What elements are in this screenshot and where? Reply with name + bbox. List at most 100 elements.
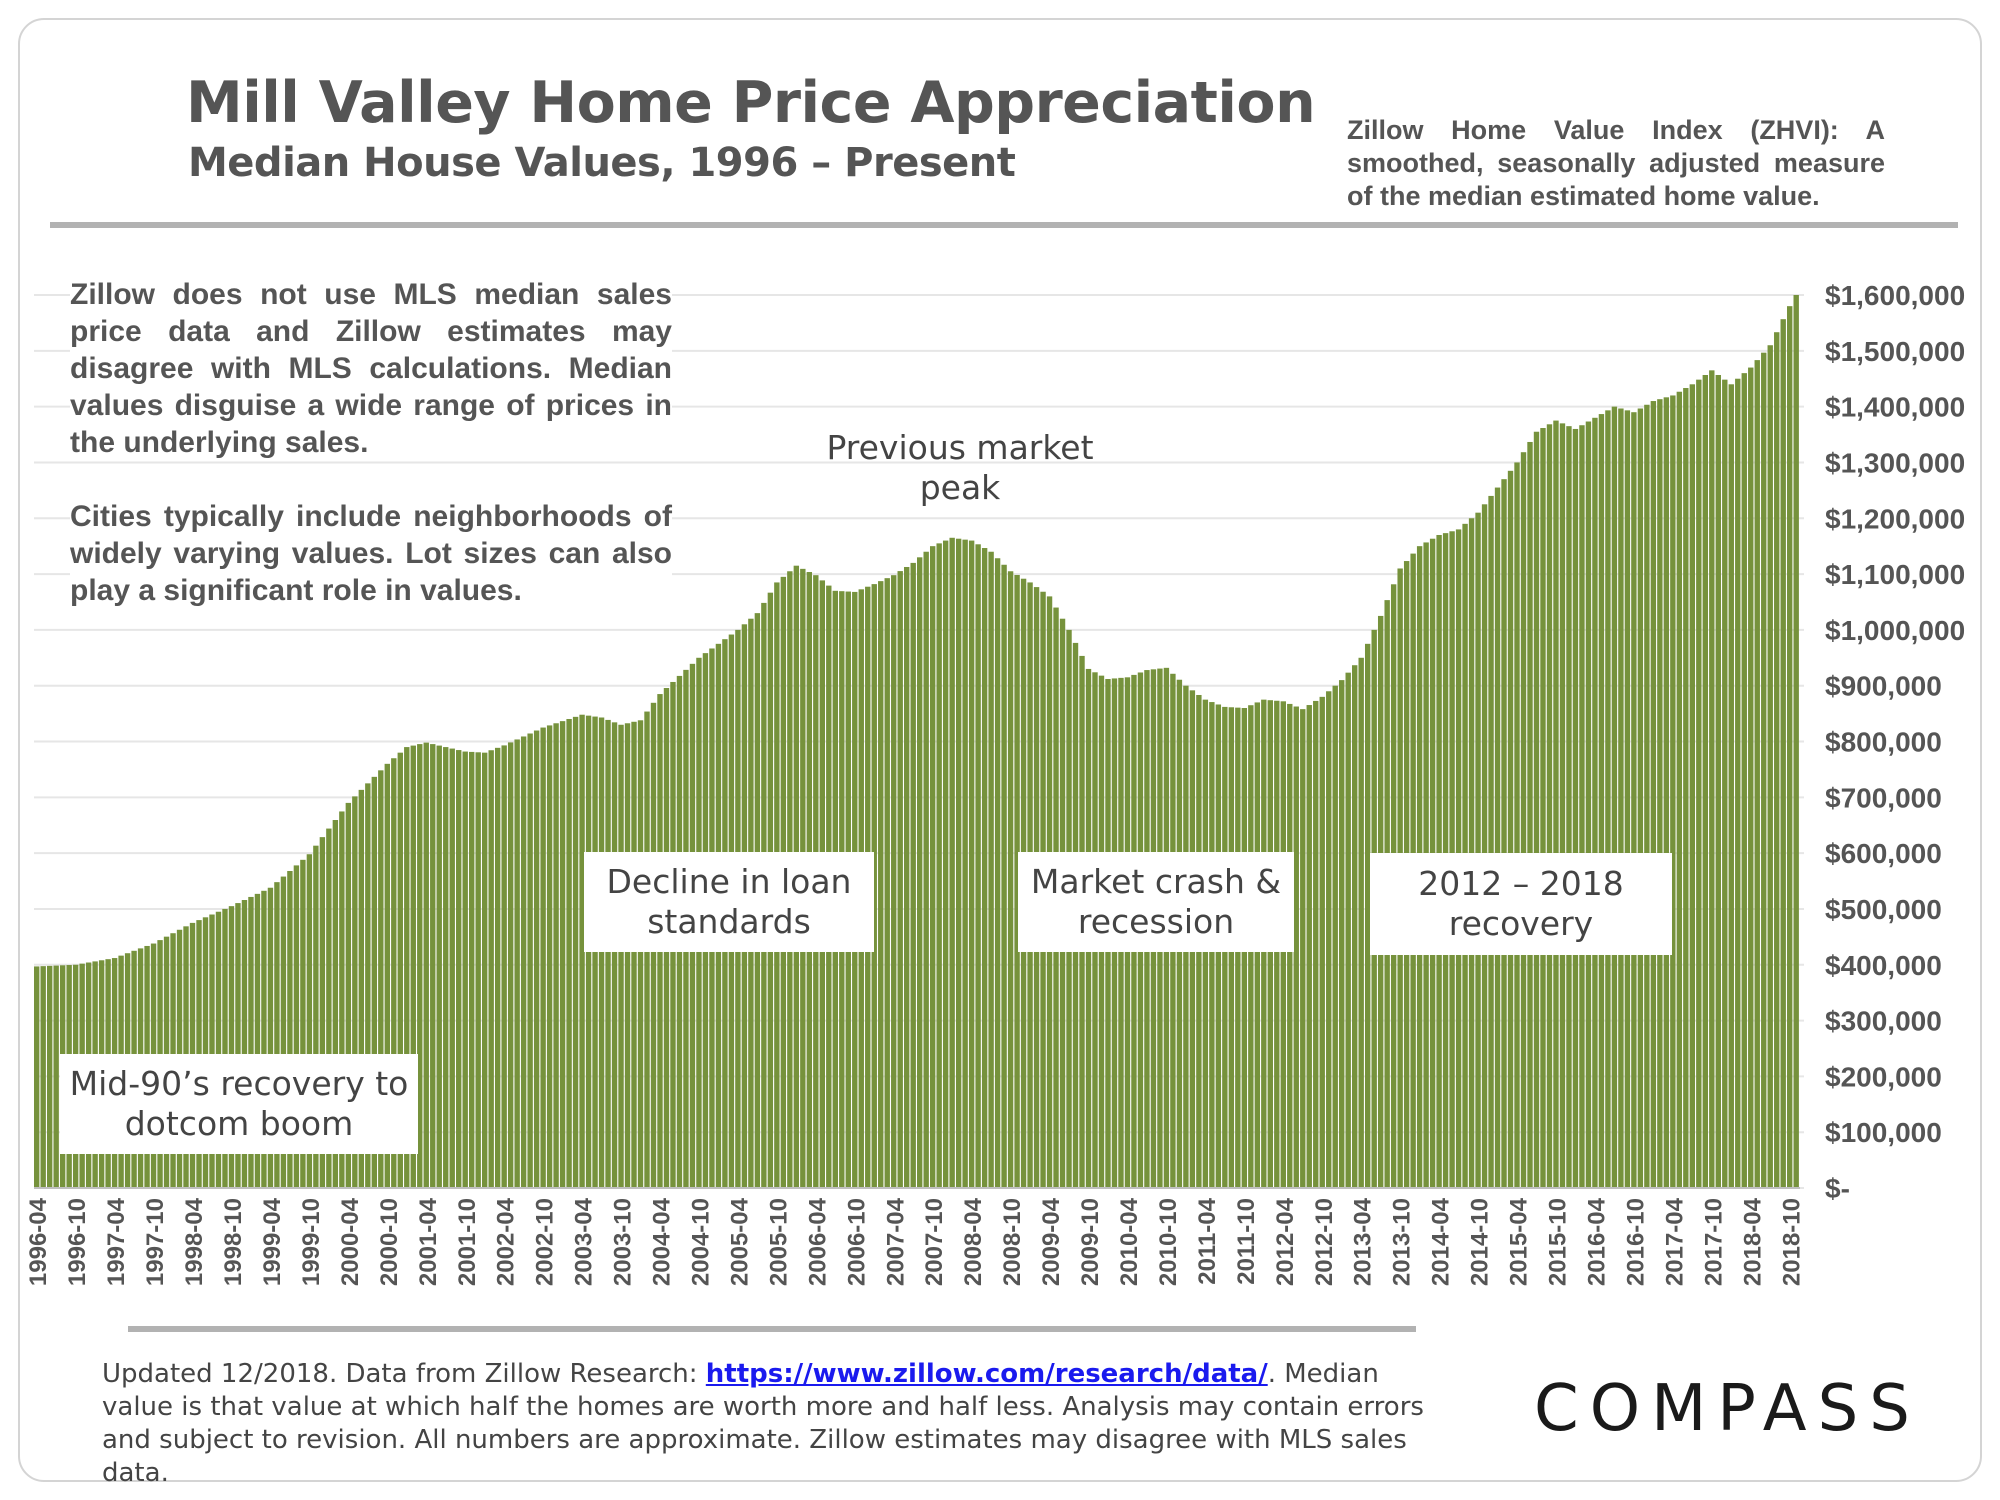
bar — [1300, 709, 1306, 1188]
bar — [1358, 657, 1364, 1188]
bar — [365, 783, 371, 1188]
bar — [339, 811, 345, 1188]
x-tick-label: 1999-04 — [259, 1197, 286, 1286]
bar — [942, 540, 949, 1188]
bar — [1585, 421, 1592, 1188]
callout-recovery: 2012 – 2018 recovery — [1370, 853, 1672, 955]
bar — [306, 854, 313, 1188]
x-tick-label: 2016-10 — [1622, 1198, 1649, 1286]
bar — [1761, 352, 1767, 1188]
bar — [566, 718, 572, 1188]
bar — [1735, 378, 1741, 1189]
bar — [1605, 410, 1611, 1189]
bar — [1293, 706, 1299, 1188]
bar — [40, 966, 46, 1188]
x-tick-label: 2017-04 — [1661, 1197, 1688, 1286]
bar — [319, 837, 326, 1188]
top-divider — [50, 222, 1958, 228]
x-tick-label: 2013-10 — [1389, 1198, 1416, 1286]
x-tick-label: 2006-10 — [843, 1198, 870, 1286]
bar — [1774, 332, 1780, 1189]
bar — [1728, 384, 1734, 1188]
x-tick-label: 2017-10 — [1700, 1198, 1727, 1286]
x-tick-label: 2015-10 — [1545, 1198, 1572, 1286]
bar — [1345, 672, 1351, 1188]
bar — [241, 900, 248, 1188]
x-tick-label: 1996-04 — [25, 1197, 52, 1286]
bar — [267, 887, 274, 1188]
bar — [631, 721, 637, 1188]
footer-prefix: Updated 12/2018. Data from Zillow Resear… — [102, 1359, 706, 1389]
bar — [1624, 410, 1631, 1189]
bar — [475, 752, 481, 1188]
bar — [1618, 408, 1624, 1188]
bar — [637, 720, 644, 1188]
x-tick-label: 2002-04 — [493, 1197, 520, 1286]
bar — [1722, 379, 1728, 1188]
x-tick-label: 2007-10 — [921, 1198, 948, 1286]
x-tick-label: 2002-10 — [532, 1198, 559, 1286]
bar — [897, 571, 903, 1188]
y-tick-label: $900,000 — [1825, 671, 1942, 702]
x-tick-label: 2009-04 — [1038, 1197, 1065, 1286]
bar — [1306, 705, 1312, 1188]
bar — [1527, 441, 1533, 1189]
bar — [1540, 428, 1546, 1188]
x-tick-label: 1999-10 — [298, 1198, 325, 1286]
bar — [332, 820, 339, 1188]
bar — [598, 717, 605, 1188]
x-tick-label: 2006-04 — [804, 1197, 831, 1286]
bar — [254, 893, 261, 1188]
bar — [1715, 375, 1721, 1188]
bar — [371, 776, 378, 1188]
bar — [929, 546, 936, 1188]
x-tick-label: 2014-10 — [1467, 1198, 1494, 1286]
footer-suffix: . Median value is that value at which ha… — [102, 1359, 1424, 1488]
bar — [209, 914, 215, 1188]
bar — [624, 723, 631, 1188]
bar — [1592, 417, 1598, 1188]
bar — [533, 730, 540, 1188]
bar — [1793, 295, 1799, 1188]
x-tick-label: 2012-10 — [1311, 1198, 1338, 1286]
bar — [1507, 470, 1514, 1188]
bar — [1676, 391, 1683, 1188]
x-tick-label: 2010-04 — [1116, 1197, 1143, 1286]
bar — [605, 719, 611, 1188]
bar — [1566, 426, 1572, 1188]
x-tick-label: 2011-04 — [1194, 1197, 1221, 1284]
bar — [261, 890, 267, 1188]
x-tick-label: 2005-04 — [727, 1197, 754, 1286]
bar — [507, 742, 514, 1188]
bar — [1332, 685, 1338, 1188]
y-tick-label: $300,000 — [1825, 1006, 1942, 1037]
bar — [397, 752, 403, 1188]
x-tick-label: 2016-04 — [1584, 1197, 1611, 1286]
bar — [1514, 462, 1520, 1188]
bar — [1787, 306, 1793, 1188]
bar — [1709, 370, 1715, 1189]
bar — [910, 562, 916, 1188]
callout-previous-peak: Previous market peak — [826, 428, 1094, 507]
bar — [1475, 512, 1481, 1188]
bar — [1702, 375, 1708, 1188]
bar — [1533, 431, 1540, 1188]
x-tick-label: 2001-10 — [454, 1198, 481, 1286]
bar — [300, 859, 306, 1188]
footer-note: Updated 12/2018. Data from Zillow Resear… — [102, 1358, 1447, 1490]
bar — [481, 752, 488, 1188]
x-tick-label: 2018-10 — [1778, 1198, 1805, 1286]
bar — [378, 770, 384, 1188]
x-tick-label: 2012-04 — [1272, 1197, 1299, 1286]
bar — [878, 581, 884, 1188]
bar — [1313, 700, 1319, 1188]
bar — [1683, 388, 1689, 1188]
x-tick-label: 2003-04 — [571, 1197, 598, 1286]
zillow-research-link[interactable]: https://www.zillow.com/research/data/ — [705, 1359, 1268, 1389]
bar — [981, 548, 988, 1188]
bar — [514, 739, 520, 1188]
x-tick-label: 2005-10 — [765, 1198, 792, 1286]
bar — [527, 733, 533, 1188]
bar — [228, 906, 235, 1188]
bar — [287, 870, 293, 1188]
